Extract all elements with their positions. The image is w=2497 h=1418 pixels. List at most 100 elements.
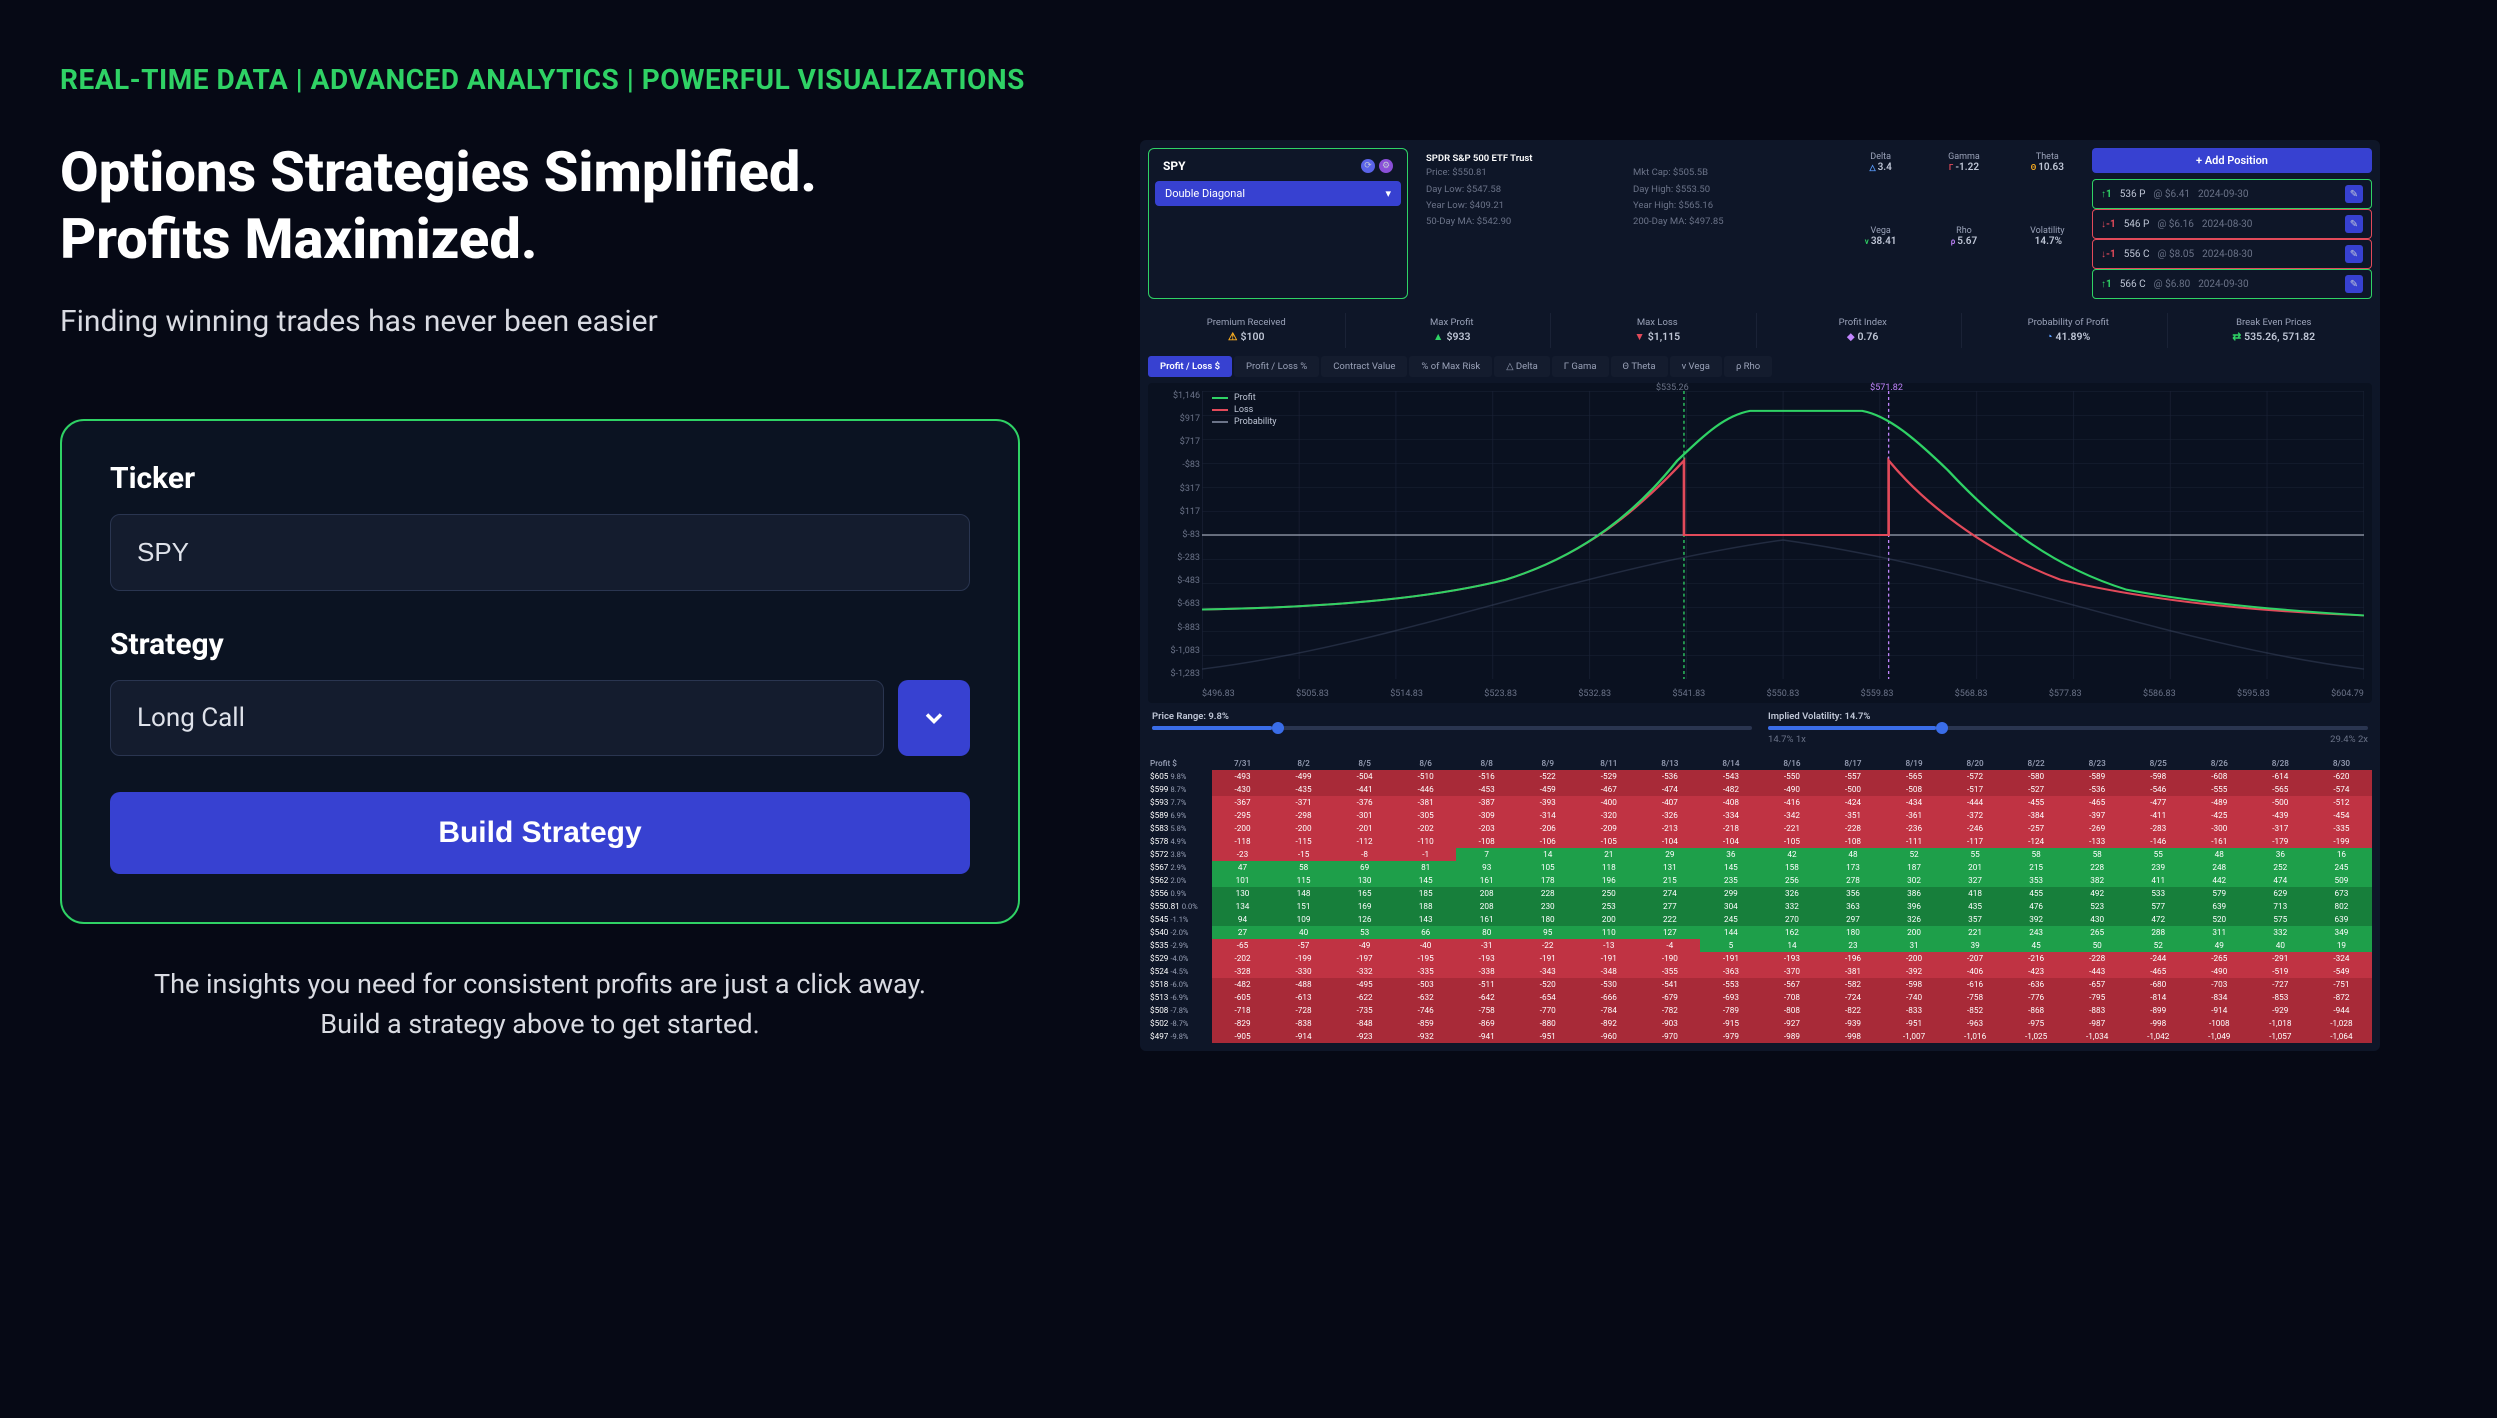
heatmap-cell: 127 [1639,926,1700,939]
strategy-selector[interactable]: Double Diagonal ▾ [1155,181,1401,206]
heatmap-cell: -892 [1578,1017,1639,1030]
refresh-icon[interactable]: ⟳ [1361,159,1375,173]
heatmap-cell: -989 [1761,1030,1822,1043]
heatmap-cell: -269 [2067,822,2128,835]
edit-icon[interactable]: ✎ [2345,185,2363,203]
heatmap-cell: 208 [1456,900,1517,913]
chart-tabs: Profit / Loss $Profit / Loss %Contract V… [1148,356,2372,377]
heatmap-cell: 208 [1456,887,1517,900]
heatmap-cell: 474 [2250,874,2311,887]
edit-icon[interactable]: ✎ [2345,275,2363,293]
heatmap-cell: 94 [1212,913,1273,926]
y-tick: $917 [1154,414,1200,424]
heatmap-cell: -975 [2006,1017,2067,1030]
heatmap-cell: 476 [2006,900,2067,913]
heatmap-cell: -200 [1884,952,1945,965]
strategy-dropdown-button[interactable] [898,680,970,756]
heatmap-cell: -550 [1761,770,1822,783]
heatmap-cell: -201 [1334,822,1395,835]
strategy-select[interactable]: Long Call [110,680,884,756]
heatmap-cell: -883 [2067,1004,2128,1017]
heatmap-cell: -335 [2311,822,2372,835]
greek-volatility: Volatility14.7% [2015,226,2080,296]
heatmap-cell: -758 [1456,1004,1517,1017]
heatmap-cell: -770 [1517,1004,1578,1017]
tab--gama[interactable]: Γ Gama [1552,356,1609,377]
metric-break-even-prices: Break Even Prices⇄535.26, 571.82 [2176,313,2373,348]
position-row[interactable]: ↓-1556 C@ $8.052024-08-30✎ [2092,239,2372,269]
add-position-button[interactable]: + Add Position [2092,148,2372,173]
price-range-slider[interactable]: Price Range: 9.8% [1152,711,1752,745]
heatmap-cell: -465 [2067,796,2128,809]
heatmap-cell: 109 [1273,913,1334,926]
heatmap-cell: -527 [2006,783,2067,796]
x-tick: $604.79 [2331,689,2364,699]
heatmap-cell: -915 [1700,1017,1761,1030]
position-row[interactable]: ↓-1546 P@ $6.162024-08-30✎ [2092,209,2372,239]
tab-profit-loss-[interactable]: Profit / Loss $ [1148,356,1232,377]
heatmap-cell: 131 [1639,861,1700,874]
heatmap-cell: 577 [2128,900,2189,913]
edit-icon[interactable]: ✎ [2345,215,2363,233]
heatmap-cell: -453 [1456,783,1517,796]
heatmap-cell: -400 [1578,796,1639,809]
heatmap-cell: 47 [1212,861,1273,874]
heatmap-cell: 356 [1822,887,1883,900]
heatmap-cell: -236 [1884,822,1945,835]
heatmap-cell: -833 [1884,1004,1945,1017]
strategy-selector-label: Double Diagonal [1165,187,1245,200]
position-row[interactable]: ↑1566 C@ $6.802024-09-30✎ [2092,269,2372,299]
heatmap-cell: -104 [1639,835,1700,848]
heatmap-cell: 418 [1945,887,2006,900]
heatmap-cell: 215 [1639,874,1700,887]
dashboard-preview: SPY ⟳ ⚙ Double Diagonal ▾ SPDR S&P 500 E… [1140,140,2380,1051]
tab--delta[interactable]: △ Delta [1494,356,1550,377]
position-row[interactable]: ↑1536 P@ $6.412024-09-30✎ [2092,179,2372,209]
heatmap-cell: 673 [2311,887,2372,900]
heatmap-cell: 126 [1334,913,1395,926]
tab--of-max-risk[interactable]: % of Max Risk [1409,356,1492,377]
heatmap-cell: -582 [1822,978,1883,991]
tab--rho[interactable]: ρ Rho [1724,356,1772,377]
tab--theta[interactable]: Θ Theta [1611,356,1668,377]
heatmap-cell: -951 [1517,1030,1578,1043]
heatmap-cell: 304 [1700,900,1761,913]
heatmap-header: 7/31 [1212,757,1273,770]
ticker-box: SPY ⟳ ⚙ Double Diagonal ▾ [1148,148,1408,299]
price-range-label: Price Range: 9.8% [1152,711,1752,722]
x-tick: $505.83 [1296,689,1329,699]
heatmap-cell: -361 [1884,809,1945,822]
heatmap-cell: -869 [1456,1017,1517,1030]
heatmap-cell: -207 [1945,952,2006,965]
x-tick: $523.83 [1484,689,1517,699]
heatmap-cell: 110 [1578,926,1639,939]
heatmap-cell: 277 [1639,900,1700,913]
heatmap-cell: -392 [1884,965,1945,978]
heatmap-cell: -522 [1517,770,1578,783]
ticker-input[interactable] [110,514,970,591]
heatmap-cell: -193 [1761,952,1822,965]
heatmap-cell: -516 [1456,770,1517,783]
tab-contract-value[interactable]: Contract Value [1321,356,1407,377]
heatmap-cell: -196 [1822,952,1883,965]
settings-icon[interactable]: ⚙ [1379,159,1393,173]
tab-profit-loss-[interactable]: Profit / Loss % [1234,356,1319,377]
build-strategy-button[interactable]: Build Strategy [110,792,970,874]
tab--vega[interactable]: ν Vega [1670,356,1722,377]
heatmap-header: 8/23 [2067,757,2128,770]
heatmap-cell: -784 [1578,1004,1639,1017]
heatmap-cell: 222 [1639,913,1700,926]
heatmap-header: 8/11 [1578,757,1639,770]
heatmap-cell: -105 [1761,835,1822,848]
edit-icon[interactable]: ✎ [2345,245,2363,263]
iv-slider[interactable]: Implied Volatility: 14.7% 14.7% 1x29.4% … [1768,711,2368,745]
heatmap-cell: 430 [2067,913,2128,926]
heatmap-cell: 332 [2250,926,2311,939]
heatmap-cell: -553 [1700,978,1761,991]
x-tick: $532.83 [1578,689,1611,699]
heatmap-cell: 353 [2006,874,2067,887]
heatmap-cell: -199 [2311,835,2372,848]
heatmap-row-header: $578 4.9% [1148,835,1212,848]
heatmap-cell: -512 [2311,796,2372,809]
heatmap-cell: 105 [1517,861,1578,874]
